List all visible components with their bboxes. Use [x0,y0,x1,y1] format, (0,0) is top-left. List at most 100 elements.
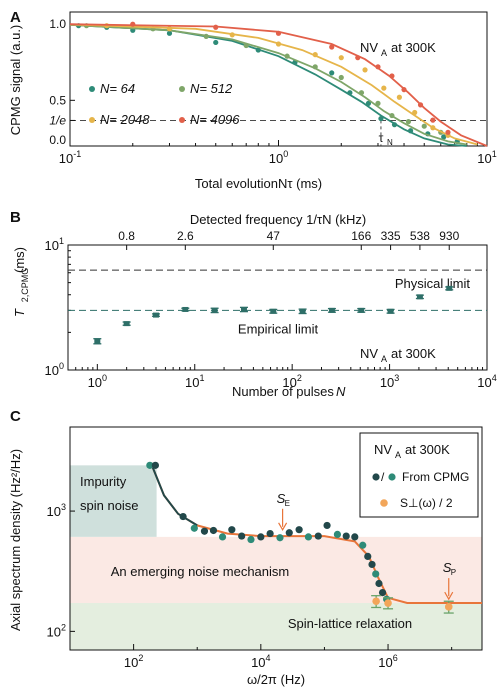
data-point [375,100,381,106]
x-tick-label: 101 [477,149,496,166]
data-point [152,312,159,318]
x-axis-label-unit: Nτ (ms) [278,176,322,191]
data-point [211,307,218,313]
fit-line [69,24,467,147]
panel-b: B Detected frequency 1/τN (kHz) 0.8 2.6 47 16… [10,209,497,399]
x-tick-label: 104 [251,653,270,670]
arrow-label: S [277,491,286,506]
panel-a: Aτ N 10-1 100 101 1.0 0.5 1/e 0.0 Total evolution… [8,9,497,191]
top-tick-label: 0.8 [118,229,135,243]
legend-title-rest: at 300K [405,442,450,457]
data-point [333,530,342,538]
data-point [358,90,365,96]
data-point [375,64,381,70]
region-label: Spin-lattice relaxation [288,616,412,631]
region-impurity [70,465,157,537]
data-point [203,33,209,39]
panel-label: A [10,9,21,26]
top-tick-label: 538 [410,229,430,243]
data-point [405,119,412,125]
data-point [372,570,380,578]
data-point [257,533,265,541]
data-point [342,532,350,540]
x-tick-label: 103 [380,373,399,390]
y-axis-subscript: 2,CPMG [20,268,30,303]
data-point [338,55,344,61]
data-point [314,532,322,540]
legend-marker [179,86,185,92]
data-point [213,39,219,46]
data-point [384,599,392,607]
data-point [407,128,414,134]
legend-marker [380,499,388,507]
arrow-subscript: P [451,568,456,577]
fit-line-impurity [151,467,198,527]
y-tick-label: 0.5 [49,93,66,107]
y-axis-label: T [12,308,27,317]
data-point [166,26,173,32]
legend-marker [372,473,380,481]
data-point [381,85,387,91]
data-point [270,308,277,314]
region-label: Impurity [80,474,127,489]
y-axis-label: CPMG signal (a.u.) [8,25,23,136]
data-point [190,524,198,532]
fit-line [69,23,488,147]
top-tick-label: 335 [381,229,401,243]
y-axis-unit: (ms) [12,247,27,273]
data-point [355,55,361,61]
data-point [416,294,423,300]
y-tick-label: 100 [45,361,64,378]
data-point [378,115,384,122]
data-point [421,123,427,129]
data-point [375,579,383,588]
data-point [391,122,398,128]
y-tick-label: 101 [45,236,64,253]
x-tick-label: 102 [124,653,143,670]
legend-marker [388,473,396,481]
limit-label: Empirical limit [238,321,319,336]
data-point [401,87,407,93]
annotation-rest: at 300K [391,346,436,361]
data-point [276,534,284,542]
x-tick-label: 100 [269,149,288,166]
data-point [266,529,274,538]
data-point [285,529,293,537]
legend-label: From CPMG [402,470,469,484]
data-point [200,527,209,535]
data-point [430,125,436,131]
top-tick-label: 2.6 [177,229,194,243]
data-point [368,560,376,569]
y-tick-label: 102 [47,622,66,639]
data-point [255,47,261,53]
data-point [179,512,187,521]
legend-marker [89,117,95,123]
region-label: spin noise [80,498,139,513]
x-tick-label: 100 [88,373,107,390]
data-point [275,30,282,36]
data-point [284,53,290,59]
data-point [182,306,189,312]
x-axis-label-n: N [336,384,346,399]
data-point [275,41,282,47]
data-point [430,117,436,123]
top-tick-label: 166 [351,229,371,243]
data-point [130,21,136,27]
limit-label: Physical limit [395,276,471,291]
data-point [389,112,395,119]
data-point [412,109,418,116]
arrow-head [444,591,454,601]
data-point [146,461,154,469]
data-point [359,541,367,549]
region-emerging [70,536,482,604]
tau-label: τ [379,131,384,145]
data-point [299,308,306,314]
x-tick-label: 10-1 [59,149,81,166]
data-point [351,533,359,541]
data-point [358,307,365,313]
x-axis-label: ω/2π (Hz) [247,672,305,687]
x-axis-label: Total evolution [195,176,278,191]
data-point [329,44,335,50]
data-point [166,30,173,36]
data-point [446,285,453,291]
